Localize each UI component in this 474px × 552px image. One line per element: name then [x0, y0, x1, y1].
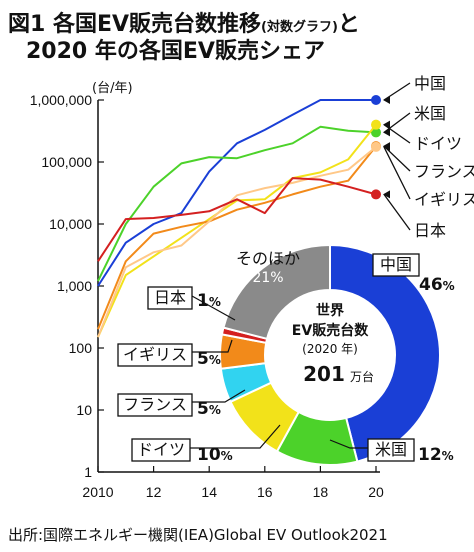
donut-center-total: 201: [303, 362, 345, 386]
series-endpoint: [371, 119, 381, 130]
source-note: 出所:国際エネルギー機関(IEA)Global EV Outlook2021: [8, 526, 388, 544]
x-tick-label: 18: [313, 484, 329, 500]
slice-label-us: 米国: [375, 440, 407, 459]
slice-label-japan-box: [147, 286, 193, 310]
y-tick-label: 1,000: [57, 278, 92, 294]
x-tick-label: 20: [368, 484, 384, 500]
callout-line: [383, 145, 411, 172]
x-tick-label: 2010: [82, 484, 113, 500]
series-line: [97, 177, 377, 262]
donut-leader: [192, 339, 233, 353]
x-tick-label: 16: [257, 484, 273, 500]
slice-label-other: そのほか: [236, 249, 300, 268]
slice-label-china: 中国: [380, 255, 412, 274]
callout-line: [383, 194, 411, 231]
series-line: [97, 125, 377, 282]
callout-arrow: [383, 96, 390, 104]
donut-leader: [190, 424, 281, 449]
slice-pct-uk: 5%: [197, 349, 221, 369]
donut-center-unit: 万台: [350, 369, 374, 384]
series-line: [97, 99, 376, 287]
slice-label-germany: ドイツ: [137, 440, 185, 459]
line-chart-series: [97, 95, 381, 338]
donut-labels: 中国 46% 米国 12% ドイツ 10% フランス 5% イギリス 5% 日本 1% そのほか 21%: [117, 249, 455, 465]
slice-label-germany-box: [131, 438, 191, 462]
callout-line: [383, 124, 411, 144]
donut-center-title-1: 世界: [316, 302, 345, 319]
title-line2: 2020 年の各国EV販売シェア: [26, 38, 325, 64]
series-endpoint: [371, 141, 381, 152]
y-tick-label: 1: [84, 464, 92, 480]
slice-pct-other: 21%: [252, 270, 283, 286]
slice-label-uk-box: [117, 343, 193, 367]
callout-arrow: [383, 142, 390, 151]
slice-pct-japan: 1%: [197, 291, 221, 311]
slice-pct-germany: 10%: [197, 445, 233, 465]
donut-leader: [191, 295, 236, 321]
slice-label-japan: 日本: [154, 288, 186, 307]
y-axis-unit: (台/年): [92, 81, 133, 96]
line-chart-axes: 1,000,000 100,000 10,000 1,000 100 10 1 2010 12 1…: [30, 92, 384, 500]
y-tick-label: 100,000: [41, 154, 92, 170]
x-tick-label: 14: [201, 484, 217, 500]
series-endpoint: [371, 189, 381, 200]
title-line1: 図1 各国EV販売台数推移(対数グラフ)と: [8, 11, 360, 37]
slice-label-france: フランス: [123, 395, 187, 414]
series-endpoint: [371, 127, 381, 138]
series-label: 中国: [414, 74, 446, 93]
donut-center-title-2: EV販売台数: [292, 322, 369, 339]
callout-line: [383, 112, 411, 133]
donut-leader: [329, 439, 368, 449]
callout-arrow: [383, 190, 390, 199]
donut-leader: [192, 389, 246, 403]
y-tick-label: 10: [76, 402, 92, 418]
slice-pct-us: 12%: [418, 445, 454, 465]
callout-arrow: [383, 120, 390, 129]
donut-center-subtitle: (2020 年): [302, 342, 358, 356]
series-line: [97, 146, 377, 338]
donut-chart: 世界 EV販売台数 (2020 年) 201 万台: [219, 243, 441, 466]
series-label: 米国: [414, 104, 446, 123]
slice-label-china-box: [372, 253, 420, 277]
series-label: イギリス: [414, 190, 474, 209]
callout-arrow: [383, 128, 390, 137]
y-tick-label: 100: [69, 340, 93, 356]
series-line: [97, 145, 377, 330]
slice-label-uk: イギリス: [123, 345, 187, 364]
y-tick-label: 10,000: [49, 216, 92, 232]
series-endpoint: [371, 95, 381, 105]
y-tick-label: 1,000,000: [30, 92, 92, 108]
donut-slice: [222, 243, 331, 341]
x-tick-label: 12: [146, 484, 162, 500]
slice-pct-france: 5%: [197, 399, 221, 419]
slice-label-france-box: [117, 393, 193, 417]
slice-pct-china: 46%: [419, 275, 455, 295]
series-label: ドイツ: [414, 134, 462, 153]
callout-line: [383, 146, 411, 200]
series-label: フランス: [414, 162, 474, 181]
series-label: 日本: [414, 221, 446, 240]
slice-label-us-box: [367, 438, 415, 462]
